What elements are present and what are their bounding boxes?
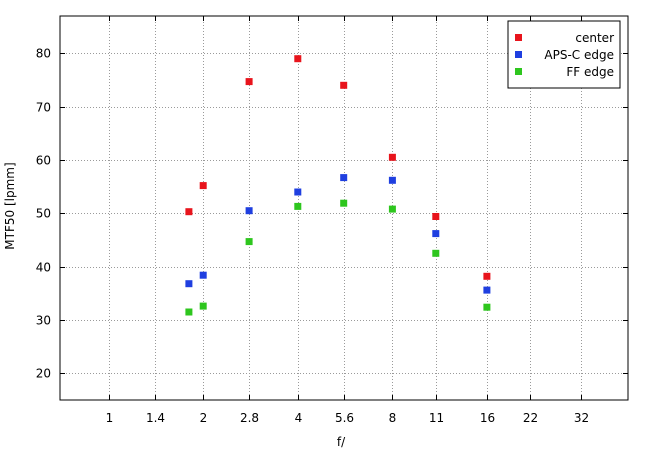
data-point: [185, 308, 193, 316]
data-point: [294, 55, 302, 63]
data-point: [388, 205, 396, 213]
y-tick-label: 50: [36, 207, 51, 221]
data-point: [185, 208, 193, 216]
axis-ticks: 1 1.4 2 2.8 4 5.6 8 11 16 22 32 20 30 40 50 60 70 80: [36, 16, 628, 425]
x-tick-label: 16: [480, 411, 495, 425]
x-tick-label: 22: [523, 411, 538, 425]
data-point: [245, 207, 253, 215]
y-tick-label: 20: [36, 367, 51, 381]
x-tick-label: 8: [389, 411, 397, 425]
y-tick-label: 40: [36, 261, 51, 275]
data-point: [199, 182, 207, 190]
series-center: [185, 55, 491, 280]
data-point: [245, 78, 253, 86]
legend-label: FF edge: [566, 65, 614, 79]
legend-box: [507, 20, 621, 89]
x-axis-label: f/: [337, 435, 346, 449]
y-tick-label: 70: [36, 101, 51, 115]
data-point: [294, 188, 302, 196]
x-tick-label: 32: [574, 411, 589, 425]
x-tick-label: 1: [106, 411, 114, 425]
data-point: [199, 271, 207, 279]
y-tick-label: 80: [36, 47, 51, 61]
data-point: [199, 302, 207, 310]
x-tick-label: 5.6: [335, 411, 354, 425]
legend-marker: [515, 68, 522, 75]
data-point: [483, 272, 491, 280]
y-tick-label: 30: [36, 314, 51, 328]
x-tick-label: 4: [295, 411, 303, 425]
data-point: [245, 238, 253, 246]
series-ff-edge: [185, 199, 491, 316]
x-tick-label: 2: [200, 411, 208, 425]
data-point: [340, 81, 348, 89]
data-point: [185, 280, 193, 288]
x-tick-label: 1.4: [146, 411, 165, 425]
data-point: [483, 303, 491, 311]
data-point: [432, 213, 440, 220]
data-point: [340, 199, 348, 207]
data-point: [294, 202, 302, 210]
y-axis-label: MTF50 [lpmm]: [3, 162, 17, 249]
series-aps-c-edge: [185, 174, 491, 294]
x-tick-label: 2.8: [240, 411, 259, 425]
data-point: [388, 176, 396, 184]
legend-label: APS-C edge: [544, 48, 614, 62]
x-tick-label: 11: [429, 411, 444, 425]
data-points: [185, 55, 491, 316]
data-point: [340, 174, 348, 182]
data-point: [483, 286, 491, 294]
plot-frame: [59, 15, 629, 401]
data-point: [432, 230, 440, 238]
data-point: [432, 249, 440, 257]
legend-marker: [515, 34, 522, 41]
data-point: [388, 153, 396, 161]
legend-marker: [515, 51, 522, 58]
y-tick-label: 60: [36, 154, 51, 168]
legend-label: center: [575, 31, 614, 45]
legend: center APS-C edge FF edge: [507, 20, 621, 89]
